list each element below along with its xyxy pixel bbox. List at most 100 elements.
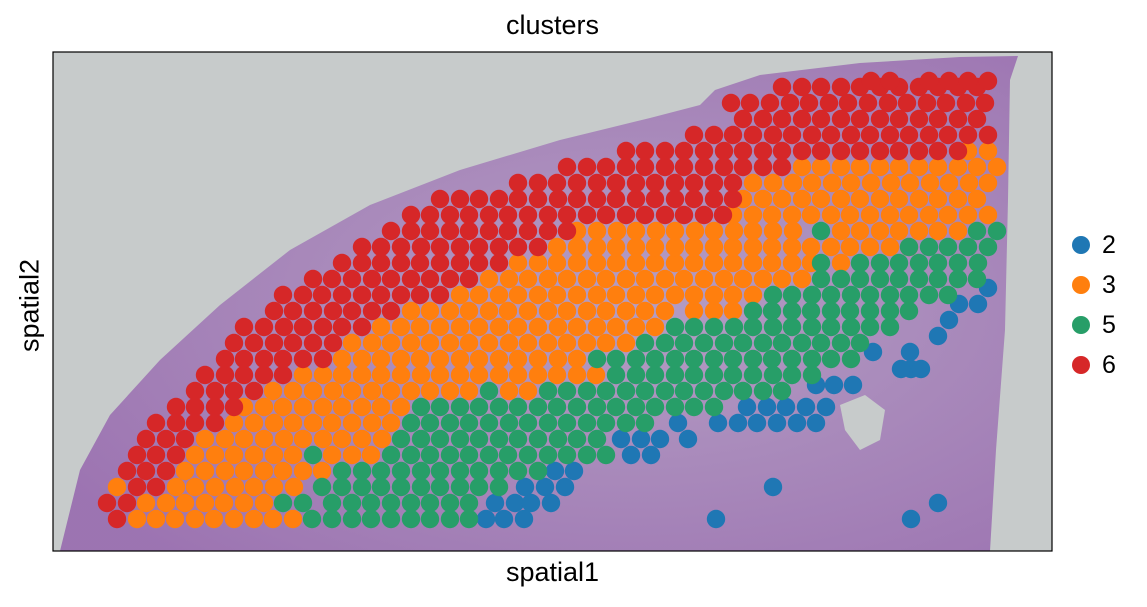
spot-cluster-6 [518, 205, 538, 225]
spot-cluster-3 [459, 381, 479, 401]
spot-cluster-6 [440, 221, 460, 241]
spot-cluster-5 [762, 301, 782, 321]
spot-cluster-2 [535, 477, 555, 497]
spot-cluster-6 [508, 189, 528, 209]
spot-cluster-6 [273, 349, 293, 369]
spot-cluster-5 [763, 365, 783, 385]
spot-cluster-3 [371, 365, 391, 385]
spot-cluster-5 [587, 349, 607, 369]
spot-cluster-6 [626, 189, 646, 209]
spot-cluster-5 [821, 317, 841, 337]
spot-cluster-6 [909, 141, 929, 161]
spot-cluster-6 [782, 125, 802, 145]
spot-cluster-5 [880, 301, 900, 321]
spot-cluster-5 [802, 285, 822, 305]
spot-cluster-6 [264, 301, 284, 321]
spot-cluster-3 [880, 237, 900, 257]
spot-cluster-6 [234, 349, 254, 369]
spot-cluster-5 [411, 397, 431, 417]
spot-cluster-5 [743, 349, 763, 369]
spot-cluster-6 [694, 205, 714, 225]
spot-cluster-3 [469, 349, 489, 369]
spot-cluster-6 [831, 109, 851, 129]
spot-cluster-5 [469, 429, 489, 449]
spot-cluster-3 [626, 221, 646, 241]
spot-cluster-2 [631, 429, 651, 449]
spot-cluster-6 [352, 317, 372, 337]
spot-cluster-3 [410, 317, 430, 337]
spot-cluster-5 [479, 413, 499, 433]
legend-label: 5 [1102, 310, 1116, 339]
legend-label: 6 [1102, 350, 1116, 379]
spot-cluster-5 [626, 349, 646, 369]
spot-cluster-6 [234, 365, 254, 385]
spot-cluster-6 [185, 381, 205, 401]
legend: 2 3 5 6 [1072, 225, 1116, 385]
spot-cluster-6 [264, 333, 284, 353]
spot-cluster-6 [508, 237, 528, 257]
spot-cluster-6 [401, 205, 421, 225]
spot-cluster-3 [596, 333, 616, 353]
legend-marker-6 [1072, 356, 1090, 374]
spot-cluster-5 [528, 461, 548, 481]
spot-cluster-3 [459, 301, 479, 321]
spot-cluster-5 [420, 509, 440, 529]
spot-cluster-3 [616, 301, 636, 321]
spot-cluster-3 [792, 157, 812, 177]
spot-cluster-3 [362, 333, 382, 353]
spot-cluster-5 [567, 397, 587, 417]
spot-cluster-6 [557, 205, 577, 225]
spot-cluster-3 [900, 173, 920, 193]
spot-cluster-5 [958, 237, 978, 257]
x-axis-label: spatial1 [505, 557, 600, 587]
spot-cluster-5 [782, 317, 802, 337]
spot-cluster-3 [498, 301, 518, 321]
spot-cluster-3 [743, 205, 763, 225]
spot-cluster-6 [273, 365, 293, 385]
spot-cluster-3 [293, 461, 313, 481]
spot-cluster-3 [645, 285, 665, 305]
spot-cluster-3 [909, 189, 929, 209]
spot-cluster-6 [870, 141, 890, 161]
spot-cluster-5 [763, 317, 783, 337]
spot-cluster-5 [635, 381, 655, 401]
spot-cluster-6 [117, 461, 137, 481]
spot-cluster-6 [838, 93, 858, 113]
spot-cluster-3 [303, 413, 323, 433]
spot-cluster-5 [763, 285, 783, 305]
spot-cluster-3 [450, 317, 470, 337]
spot-cluster-5 [577, 381, 597, 401]
spot-cluster-6 [391, 237, 411, 257]
spot-cluster-2 [555, 477, 575, 497]
spot-cluster-3 [273, 461, 293, 481]
spot-cluster-5 [508, 397, 528, 417]
spot-cluster-6 [401, 221, 421, 241]
spot-cluster-5 [841, 349, 861, 369]
spot-cluster-6 [802, 125, 822, 145]
spot-cluster-5 [420, 445, 440, 465]
spot-cluster-5 [850, 269, 870, 289]
spot-cluster-3 [312, 461, 332, 481]
spot-cluster-5 [978, 237, 998, 257]
spot-cluster-6 [205, 397, 225, 417]
spot-cluster-6 [205, 413, 225, 433]
spot-cluster-3 [557, 269, 577, 289]
spot-cluster-5 [469, 461, 489, 481]
spot-cluster-3 [528, 349, 548, 369]
spot-cluster-5 [381, 445, 401, 465]
spot-cluster-6 [772, 141, 792, 161]
spot-cluster-3 [254, 493, 274, 513]
spot-cluster-5 [430, 461, 450, 481]
spot-cluster-3 [782, 237, 802, 257]
spot-cluster-6 [831, 141, 851, 161]
spot-cluster-3 [215, 461, 235, 481]
spot-cluster-6 [303, 301, 323, 321]
spot-cluster-5 [684, 349, 704, 369]
spot-cluster-6 [850, 109, 870, 129]
spot-cluster-2 [650, 429, 670, 449]
spot-cluster-2 [485, 493, 505, 513]
spot-cluster-6 [224, 381, 244, 401]
spot-cluster-6 [518, 221, 538, 241]
spot-cluster-6 [381, 301, 401, 321]
spot-cluster-6 [928, 109, 948, 129]
